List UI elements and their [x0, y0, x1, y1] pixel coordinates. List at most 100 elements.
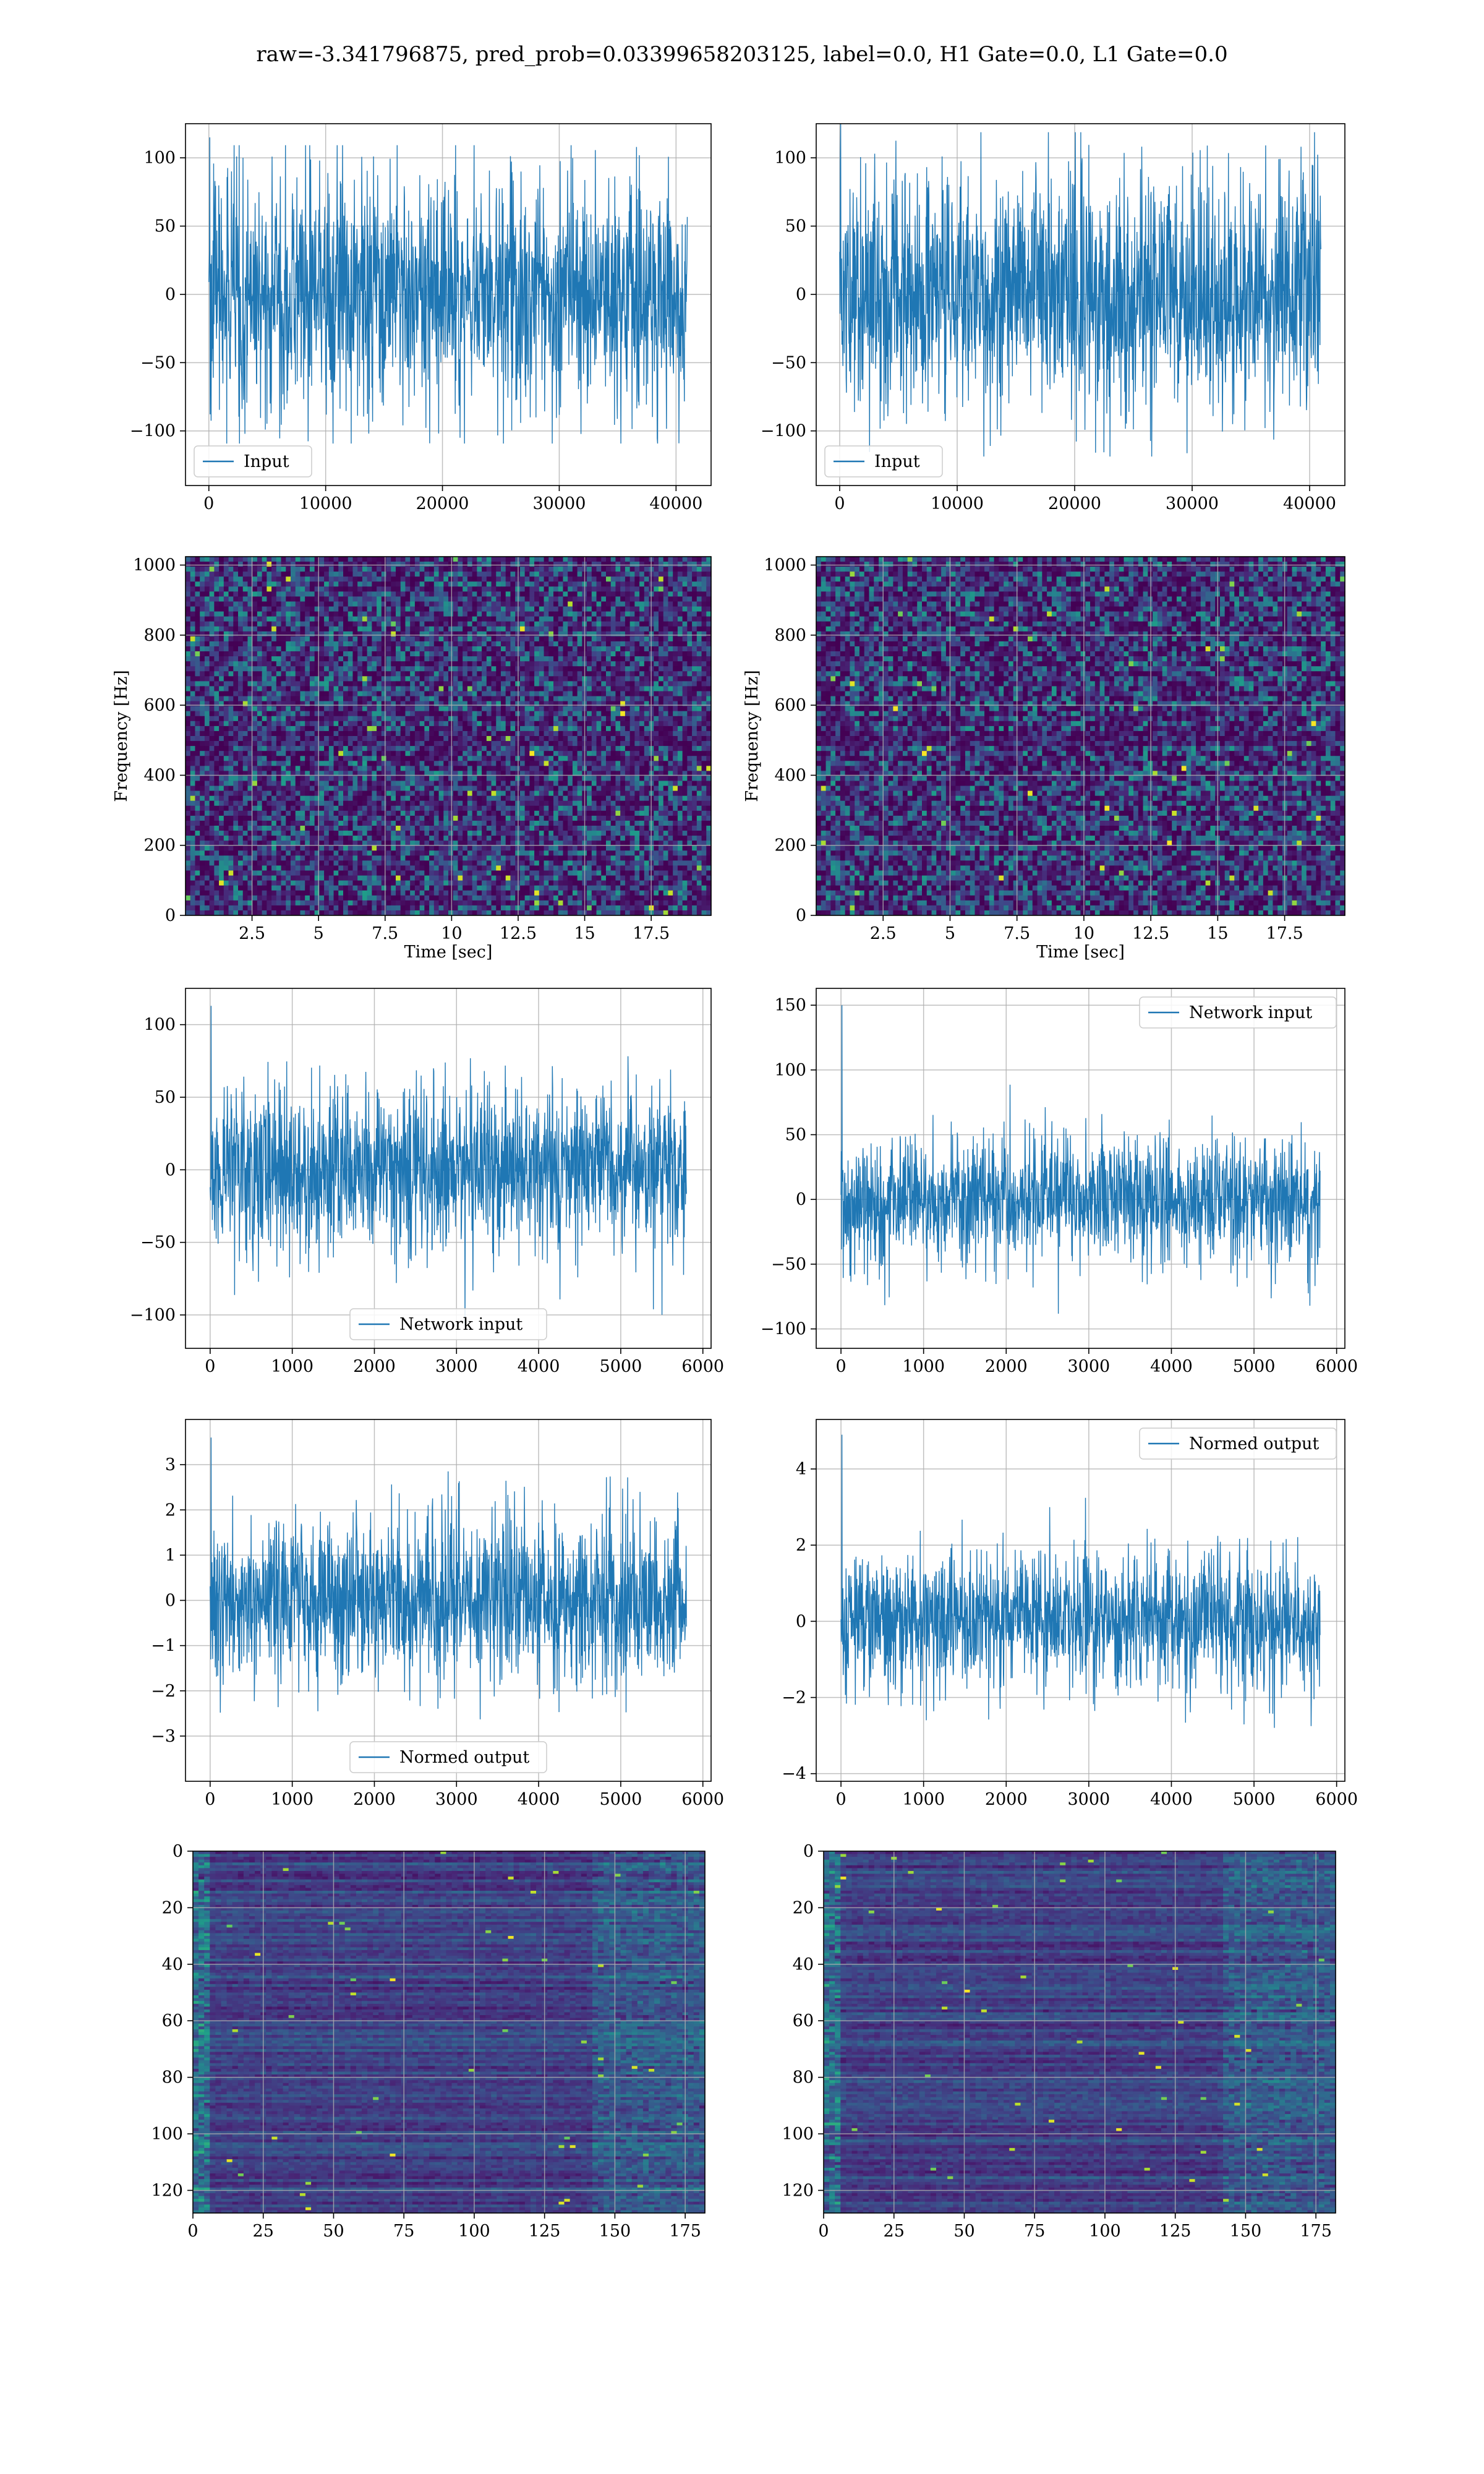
- input_l1-series-line: [840, 124, 1321, 456]
- normed_output_h1-xtick-label: 4000: [518, 1790, 560, 1809]
- input_h1-xtick-label: 40000: [649, 494, 702, 513]
- network_input_h1-ytick-label: 50: [155, 1088, 176, 1107]
- spectrogram_h1-xtick-label: 2.5: [239, 924, 265, 943]
- normed_output_h1-legend-label: Normed output: [399, 1748, 529, 1767]
- spectrogram_h1-ytick-label: 800: [143, 626, 176, 645]
- spectrogram_h1-ytick-label: 0: [165, 906, 176, 925]
- input_l1-ytick-label: −100: [761, 422, 806, 441]
- features_h1-ytick-label: 20: [162, 1898, 183, 1917]
- network_input_l1-ytick-label: −50: [771, 1255, 806, 1274]
- input_h1-ytick-label: 0: [165, 285, 176, 304]
- features_h1-xtick-label: 75: [393, 2222, 414, 2241]
- features_h1-ytick-label: 40: [162, 1955, 183, 1974]
- network_input_h1-xtick-label: 0: [205, 1357, 215, 1376]
- network_input_h1-series-line: [210, 1006, 686, 1325]
- normed_output_l1-xtick-label: 3000: [1068, 1790, 1111, 1809]
- spectrogram_l1-xlabel: Time [sec]: [1036, 943, 1125, 962]
- features_h1-xtick-label: 100: [458, 2222, 490, 2241]
- network_input_h1-xtick-label: 2000: [353, 1357, 396, 1376]
- features_l1-xtick-label: 0: [818, 2222, 829, 2241]
- normed_output_l1-xtick-label: 2000: [985, 1790, 1028, 1809]
- spectrogram_l1-ytick-label: 0: [796, 906, 806, 925]
- features_l1-ytick-label: 100: [782, 2125, 814, 2144]
- features_l1-heatmap: [824, 1851, 1336, 2214]
- input_h1-legend: Input: [194, 446, 312, 477]
- features_h1-ytick-label: 60: [162, 2011, 183, 2031]
- features_h1-xtick-label: 175: [669, 2222, 701, 2241]
- input_h1-xtick-label: 0: [203, 494, 214, 513]
- normed_output_h1-series-line: [210, 1437, 686, 1719]
- normed_output_h1-ytick-label: −1: [151, 1637, 176, 1656]
- spectrogram_l1-xtick-label: 10: [1073, 924, 1094, 943]
- normed_output_h1-xtick-label: 3000: [435, 1790, 478, 1809]
- normed_output_l1-xtick-label: 5000: [1233, 1790, 1276, 1809]
- normed_output_h1-ytick-label: 1: [165, 1546, 176, 1565]
- input_h1-xtick-label: 20000: [416, 494, 469, 513]
- network_input_h1-xtick-label: 1000: [271, 1357, 313, 1376]
- network_input_h1-xtick-label: 4000: [518, 1357, 560, 1376]
- spectrogram_h1-ytick-label: 1000: [133, 556, 176, 575]
- normed_output_h1-ytick-label: 3: [165, 1455, 176, 1475]
- normed_output_l1-ytick-label: 0: [796, 1612, 806, 1631]
- features_l1-xtick-label: 75: [1024, 2222, 1045, 2241]
- network_input_h1-ytick-label: 100: [143, 1016, 176, 1035]
- spectrogram_l1-xtick-label: 15: [1207, 924, 1228, 943]
- spectrogram_l1-ytick-label: 200: [774, 836, 806, 855]
- input_h1-series-line: [209, 137, 688, 443]
- network_input_l1-series-line: [841, 1005, 1320, 1314]
- normed_output_l1-ytick-label: −4: [782, 1765, 806, 1784]
- spectrogram_h1-xtick-label: 17.5: [633, 924, 670, 943]
- network_input_l1-xtick-label: 2000: [985, 1357, 1028, 1376]
- network_input_l1-ytick-label: 150: [774, 996, 806, 1015]
- features_l1-xtick-label: 150: [1230, 2222, 1262, 2241]
- features_l1-xtick-label: 50: [953, 2222, 974, 2241]
- input_h1-xtick-label: 10000: [299, 494, 352, 513]
- network_input_h1-xtick-label: 5000: [600, 1357, 642, 1376]
- input_l1-legend: Input: [825, 446, 942, 477]
- spectrogram_h1-xtick-label: 5: [313, 924, 324, 943]
- features_h1-xtick-label: 150: [599, 2222, 631, 2241]
- normed_output_h1-xtick-label: 6000: [681, 1790, 724, 1809]
- features_l1-ytick-label: 0: [803, 1842, 814, 1861]
- network_input_l1-ytick-label: 100: [774, 1061, 806, 1080]
- network_input_l1-xtick-label: 6000: [1315, 1357, 1358, 1376]
- network_input_l1-panel: 0 1000 2000 3000 4000 5000 6000−100−5005010015…: [761, 988, 1358, 1376]
- features_l1-ytick-label: 80: [793, 2068, 814, 2087]
- spectrogram_l1-heatmap: [816, 557, 1345, 916]
- network_input_l1-xtick-label: 1000: [902, 1357, 945, 1376]
- features_h1-xtick-label: 25: [253, 2222, 274, 2241]
- network_input_h1-panel: 0 1000 2000 3000 4000 5000 6000−100−50050100Ne…: [130, 988, 724, 1376]
- features_h1-heatmap: [193, 1851, 706, 2214]
- normed_output_l1-xtick-label: 6000: [1315, 1790, 1358, 1809]
- features_h1-ytick-label: 120: [151, 2181, 183, 2200]
- network_input_l1-ytick-label: 50: [785, 1126, 806, 1145]
- network_input_l1-xtick-label: 3000: [1068, 1357, 1111, 1376]
- network_input_h1-legend-label: Network input: [399, 1315, 522, 1334]
- features_l1-xtick-label: 100: [1089, 2222, 1121, 2241]
- input_h1-ytick-label: 100: [143, 148, 176, 168]
- network_input_l1-ytick-label: 0: [796, 1190, 806, 1209]
- normed_output_l1-xtick-label: 4000: [1150, 1790, 1193, 1809]
- input_l1-ytick-label: −50: [771, 353, 806, 372]
- features_l1-ytick-label: 120: [782, 2181, 814, 2200]
- network_input_h1-ytick-label: 0: [165, 1160, 176, 1179]
- normed_output_l1-xtick-label: 1000: [902, 1790, 945, 1809]
- features_h1-xtick-label: 50: [323, 2222, 344, 2241]
- normed_output_h1-xtick-label: 1000: [271, 1790, 313, 1809]
- features_l1-ytick-label: 40: [793, 1955, 814, 1974]
- network_input_h1-legend: Network input: [350, 1309, 547, 1340]
- network_input_h1-ytick-label: −50: [140, 1233, 176, 1252]
- network_input_l1-legend-label: Network input: [1189, 1003, 1312, 1022]
- spectrogram_h1-xtick-label: 12.5: [500, 924, 537, 943]
- normed_output_l1-ytick-label: −2: [782, 1689, 806, 1708]
- spectrogram_h1-ytick-label: 200: [143, 836, 176, 855]
- spectrogram_h1-ytick-label: 400: [143, 766, 176, 785]
- network_input_l1-ytick-label: −100: [761, 1320, 806, 1339]
- input_l1-xtick-label: 30000: [1166, 494, 1219, 513]
- normed_output_h1-ytick-label: −2: [151, 1682, 176, 1701]
- normed_output_l1-ytick-label: 4: [796, 1460, 806, 1479]
- input_l1-xtick-label: 40000: [1283, 494, 1336, 513]
- spectrogram_l1-ytick-label: 600: [774, 696, 806, 715]
